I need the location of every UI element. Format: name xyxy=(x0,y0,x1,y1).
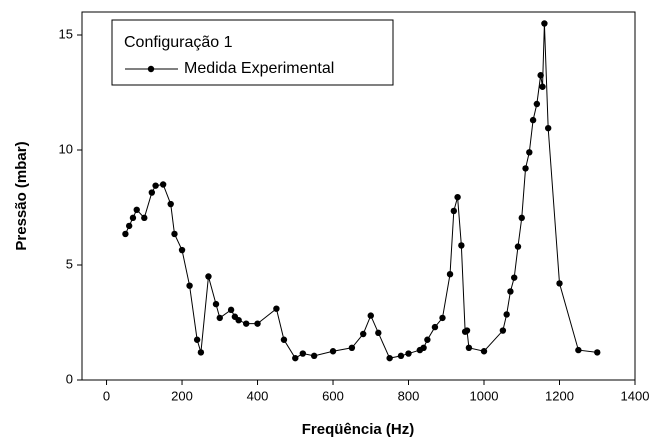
data-point xyxy=(348,344,356,351)
data-point xyxy=(125,222,133,230)
data-point xyxy=(446,271,454,278)
data-point xyxy=(533,100,541,108)
data-point xyxy=(522,165,529,172)
data-point xyxy=(514,243,522,250)
x-tick-label: 1000 xyxy=(470,388,499,403)
data-point xyxy=(197,349,205,356)
data-point xyxy=(454,193,461,201)
data-point xyxy=(133,206,140,213)
data-point xyxy=(148,189,156,196)
data-point xyxy=(537,72,544,79)
data-point xyxy=(556,280,563,287)
x-tick-label: 600 xyxy=(322,388,344,403)
x-tick-label: 400 xyxy=(247,388,269,403)
x-tick-label: 1400 xyxy=(621,388,650,403)
data-point xyxy=(386,354,393,362)
y-axis-title: Pressão (mbar) xyxy=(13,141,30,250)
data-point xyxy=(178,246,186,254)
data-point xyxy=(575,346,582,354)
data-point xyxy=(526,149,533,156)
data-point xyxy=(122,230,129,238)
data-point xyxy=(243,320,250,327)
data-point xyxy=(280,336,288,343)
data-point xyxy=(186,282,193,289)
y-tick-label: 15 xyxy=(59,26,73,41)
data-point xyxy=(167,200,174,208)
data-point xyxy=(193,336,201,343)
data-point xyxy=(254,320,261,327)
y-tick-label: 0 xyxy=(66,371,73,386)
data-point xyxy=(465,344,473,351)
data-point xyxy=(511,274,518,281)
data-point xyxy=(397,352,405,360)
legend-marker xyxy=(147,65,155,73)
data-point xyxy=(129,214,137,222)
data-point xyxy=(458,242,465,249)
data-point xyxy=(480,348,488,355)
data-point xyxy=(212,300,220,308)
data-point xyxy=(375,329,382,337)
data-point xyxy=(439,314,446,322)
data-point xyxy=(420,344,427,351)
data-point xyxy=(205,273,212,280)
data-point xyxy=(594,349,601,356)
data-point xyxy=(329,348,337,355)
data-point xyxy=(431,323,439,331)
data-point xyxy=(544,124,552,132)
data-point xyxy=(227,306,235,314)
data-point xyxy=(529,116,537,124)
data-point xyxy=(152,182,159,189)
x-tick-label: 200 xyxy=(171,388,193,403)
x-tick-label: 800 xyxy=(398,388,420,403)
data-point xyxy=(503,311,510,318)
data-point xyxy=(367,312,374,319)
y-tick-label: 5 xyxy=(66,256,73,271)
data-point xyxy=(159,181,167,188)
data-point xyxy=(171,230,178,238)
data-point xyxy=(299,350,307,357)
data-point xyxy=(405,350,412,357)
legend-title: Configuração 1 xyxy=(124,34,233,51)
data-point xyxy=(499,327,507,334)
data-point xyxy=(463,327,471,334)
data-point xyxy=(310,352,318,360)
data-point xyxy=(541,20,548,27)
data-point xyxy=(450,207,458,215)
data-point xyxy=(216,314,223,322)
x-axis-title: Freqüência (Hz) xyxy=(302,421,415,438)
data-point xyxy=(273,305,280,312)
data-point xyxy=(292,354,299,362)
data-point xyxy=(235,317,242,324)
x-tick-label: 1200 xyxy=(545,388,574,403)
x-tick-label: 0 xyxy=(103,388,110,403)
data-point xyxy=(539,83,546,90)
data-point xyxy=(507,288,514,295)
y-tick-label: 10 xyxy=(59,141,73,156)
data-point xyxy=(141,214,148,222)
data-point xyxy=(424,336,431,343)
legend-label: Medida Experimental xyxy=(184,60,334,77)
plot-frame xyxy=(81,11,636,381)
data-point xyxy=(360,330,367,338)
legend-box xyxy=(111,19,394,86)
data-point xyxy=(518,214,525,222)
